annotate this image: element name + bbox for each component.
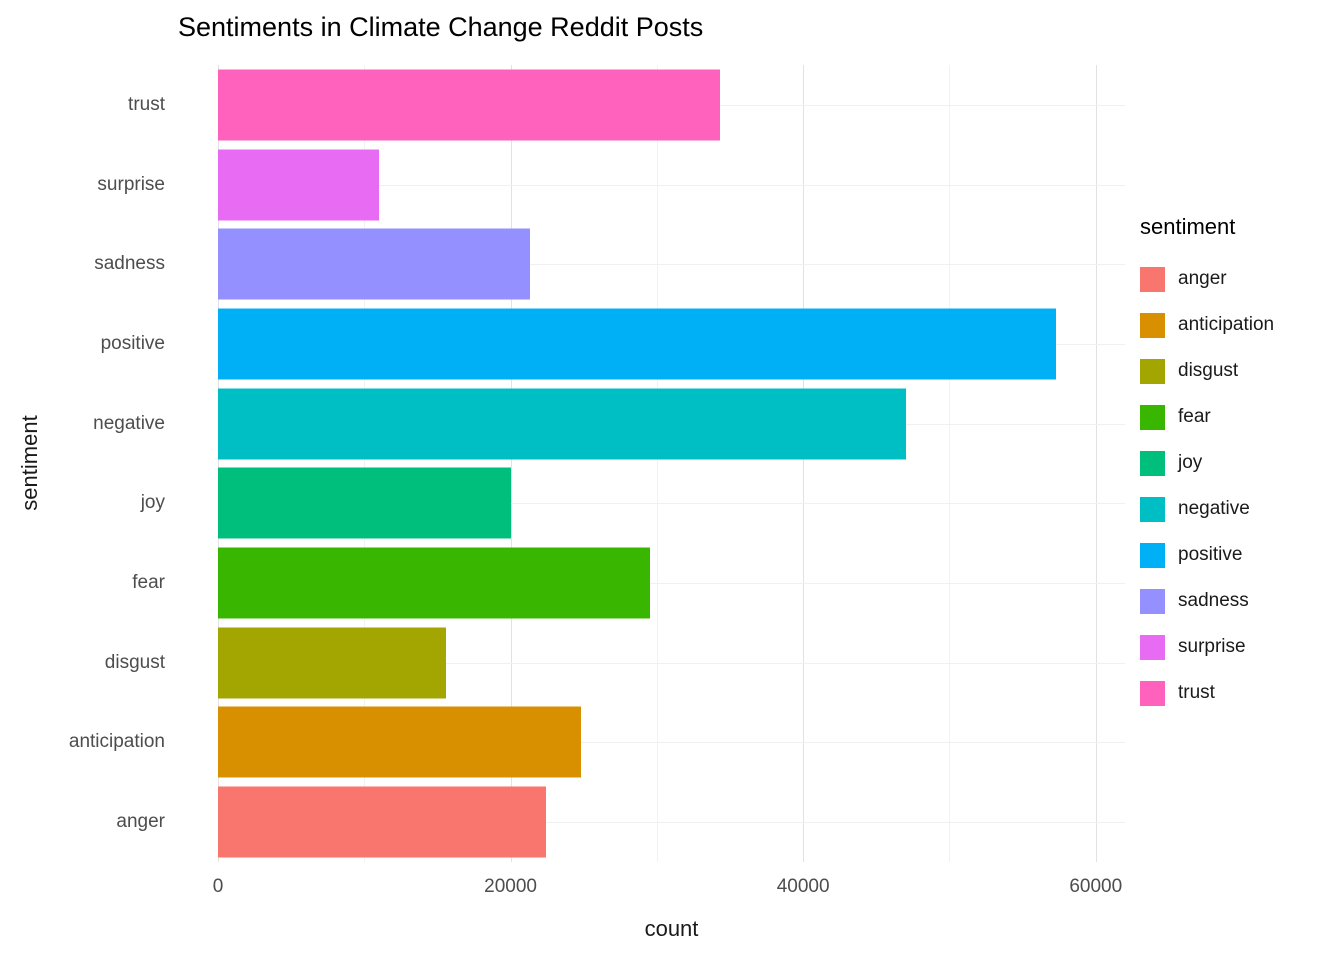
horizontal-gridline — [218, 503, 1125, 505]
legend-entry-positive: positive — [1140, 532, 1340, 578]
y-tick-label-positive: positive — [100, 332, 165, 354]
bar-surprise — [218, 149, 379, 221]
y-tick-label-disgust: disgust — [104, 651, 165, 673]
legend-swatch-surprise — [1140, 634, 1165, 660]
major-gridline — [803, 65, 805, 862]
horizontal-gridline — [218, 583, 1125, 585]
legend-swatch-positive — [1140, 542, 1165, 568]
legend-entry-disgust: disgust — [1140, 348, 1340, 394]
legend-entry-trust: trust — [1140, 670, 1340, 716]
legend-label-sadness: sadness — [1178, 590, 1249, 611]
x-axis-title: count — [644, 916, 699, 941]
legend-swatch-fear — [1140, 404, 1165, 430]
legend-swatch-anticipation — [1140, 312, 1165, 338]
x-tick-label-60000: 60000 — [1069, 876, 1123, 897]
y-tick-label-fear: fear — [132, 572, 165, 594]
minor-gridline — [656, 65, 658, 862]
bar-anger — [218, 786, 546, 858]
legend-label-negative: negative — [1178, 498, 1250, 519]
major-gridline — [1095, 65, 1097, 862]
legend-label-disgust: disgust — [1178, 360, 1239, 381]
legend-label-joy: joy — [1178, 452, 1203, 473]
horizontal-gridline — [218, 742, 1125, 744]
y-axis-labels: trust surprise sadness positive negative joy f… — [0, 65, 178, 862]
legend-swatch-negative — [1140, 496, 1165, 522]
y-tick-label-sadness: sadness — [94, 253, 165, 275]
major-gridline — [218, 65, 219, 862]
x-axis-labels: 0 20000 40000 60000 — [213, 876, 1125, 902]
bar-positive — [218, 308, 1057, 380]
major-gridline — [510, 65, 512, 862]
legend-entry-sadness: sadness — [1140, 578, 1340, 624]
legend-label-trust: trust — [1178, 682, 1215, 703]
horizontal-gridline — [218, 662, 1125, 664]
x-tick-label-0: 0 — [212, 876, 224, 897]
legend-label-fear: fear — [1178, 406, 1211, 427]
legend-entry-anticipation: anticipation — [1140, 302, 1340, 348]
y-tick-label-surprise: surprise — [97, 173, 165, 195]
bar-sadness — [218, 228, 530, 300]
bar-joy — [218, 467, 511, 539]
legend-swatch-sadness — [1140, 588, 1165, 614]
legend-label-positive: positive — [1178, 544, 1243, 565]
legend-entry-surprise: surprise — [1140, 624, 1340, 670]
chart-title: Sentiments in Climate Change Reddit Post… — [178, 12, 704, 42]
y-tick-label-trust: trust — [128, 93, 165, 115]
bar-negative — [218, 388, 906, 460]
y-tick-label-negative: negative — [93, 412, 165, 434]
legend-swatch-joy — [1140, 450, 1165, 476]
horizontal-gridline — [218, 184, 1125, 186]
legend-entry-fear: fear — [1140, 394, 1340, 440]
y-tick-label-anticipation: anticipation — [68, 731, 165, 753]
plot-panel — [218, 65, 1125, 862]
y-tick-label-joy: joy — [140, 492, 165, 514]
y-tick-label-anger: anger — [116, 811, 165, 833]
legend-entry-negative: negative — [1140, 486, 1340, 532]
legend: sentiment anger anticipation disgust fear jo… — [1140, 214, 1340, 716]
horizontal-gridline — [218, 264, 1125, 266]
bar-fear — [218, 547, 650, 619]
x-tick-label-20000: 20000 — [484, 876, 537, 897]
legend-label-surprise: surprise — [1178, 636, 1246, 657]
bar-trust — [218, 69, 720, 141]
x-tick-label-40000: 40000 — [776, 876, 830, 897]
legend-swatch-anger — [1140, 266, 1165, 292]
minor-gridline — [364, 65, 366, 862]
horizontal-gridline — [218, 822, 1125, 824]
legend-entries: anger anticipation disgust fear joy negative p… — [1140, 256, 1340, 716]
legend-swatch-disgust — [1140, 358, 1165, 384]
bar-anticipation — [218, 706, 581, 778]
legend-title: sentiment — [1140, 214, 1236, 239]
minor-gridline — [949, 65, 951, 862]
bar-disgust — [218, 627, 447, 699]
legend-label-anticipation: anticipation — [1178, 314, 1275, 335]
legend-swatch-trust — [1140, 680, 1165, 706]
legend-label-anger: anger — [1178, 268, 1227, 289]
legend-entry-anger: anger — [1140, 256, 1340, 302]
legend-entry-joy: joy — [1140, 440, 1340, 486]
